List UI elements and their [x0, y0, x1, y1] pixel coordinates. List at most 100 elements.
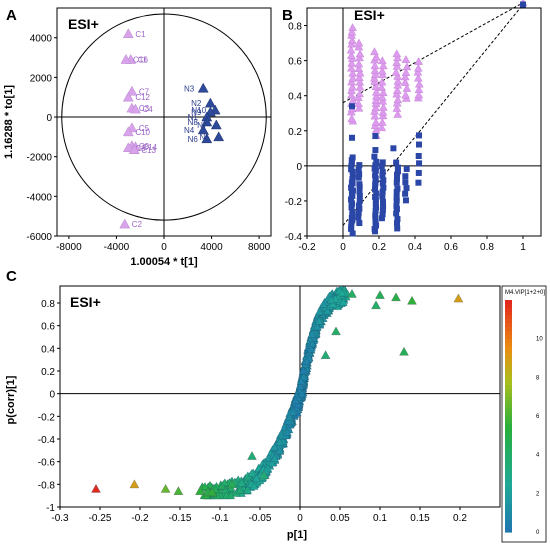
permutation-q2-point [415, 153, 422, 160]
permutation-q2-point [380, 184, 387, 191]
permutation-q2-point [390, 145, 397, 152]
sample-point [122, 126, 134, 137]
colorbar-segment [505, 346, 512, 351]
colorbar-segment [505, 385, 512, 390]
high-vip-point [375, 290, 385, 299]
permutation-q2-point [349, 154, 356, 161]
y-tick-label: 0.6 [288, 57, 302, 68]
permutation-r2-point [347, 58, 357, 67]
permutation-q2-point [379, 193, 386, 200]
permutation-r2-point [371, 82, 381, 90]
variable-point [339, 297, 348, 306]
variable-point [302, 357, 311, 365]
y-tick-label: 0 [46, 113, 52, 124]
permutation-q2-point [379, 172, 386, 179]
permutation-r2-point [414, 90, 424, 99]
permutation-r2-point [413, 73, 423, 82]
hotelling-ellipse [61, 13, 267, 221]
permutation-q2-point [393, 203, 400, 210]
x-tick-label: -8000 [56, 242, 82, 253]
sample-label: N10 [191, 106, 206, 115]
permutation-r2-point [413, 63, 423, 72]
permutation-r2-point [354, 103, 364, 112]
permutation-q2-point [371, 165, 378, 172]
x-tick-label: 0 [340, 242, 346, 253]
x-tick-label: 0.1 [373, 513, 387, 524]
colorbar-segment [505, 512, 512, 518]
variable-point [295, 381, 305, 390]
y-axis-label: 1.16288 * to[1] [3, 85, 15, 159]
colorbar-segment [505, 466, 512, 471]
permutation-q2-point [356, 198, 363, 205]
mode-label: ESI+ [70, 294, 101, 310]
permutation-q2-point [379, 168, 386, 175]
colorbar-segment [505, 516, 512, 521]
permutation-q2-point [403, 185, 410, 192]
permutation-q2-point [379, 159, 386, 166]
colorbar-tick-label: 10 [536, 337, 543, 343]
variable-point [237, 478, 246, 487]
sample-label: N7 [197, 121, 208, 130]
sample-label: N4 [184, 126, 195, 135]
colorbar-segment [505, 520, 512, 525]
sample-label: N6 [188, 135, 199, 144]
y-tick-label: 0.2 [288, 127, 302, 138]
sample-point [122, 142, 134, 153]
variable-point [293, 400, 303, 409]
sample-label: C7 [139, 87, 150, 96]
permutation-q2-point [372, 162, 379, 169]
y-tick-label: 0.4 [41, 344, 55, 355]
permutation-q2-point [403, 165, 410, 172]
colorbar-segment [505, 412, 512, 417]
sample-point [213, 131, 225, 142]
permutation-q2-point [394, 185, 401, 192]
sample-label: N1 [188, 113, 199, 122]
colorbar-segment [505, 377, 512, 382]
colorbar-segment [505, 388, 512, 394]
y-tick-label: 0 [296, 162, 302, 173]
x-tick-label: 0.15 [410, 513, 430, 524]
colorbar-segment [505, 504, 512, 510]
permutation-r2-point [377, 117, 387, 126]
sample-label: C11 [133, 56, 148, 65]
high-vip-point [129, 479, 140, 489]
permutation-q2-point [372, 186, 379, 193]
permutation-q2-point [379, 207, 386, 214]
colorbar-segment [505, 470, 512, 475]
permutation-r2-point [401, 55, 411, 63]
y-tick-label: 0.6 [41, 322, 55, 333]
sample-point [120, 54, 132, 64]
x-axis-label: p[1] [287, 529, 308, 541]
sample-label: C12 [135, 93, 150, 102]
high-vip-point [371, 300, 381, 310]
permutation-q2-point [393, 175, 400, 182]
permutation-q2-point [372, 193, 379, 200]
permutation-q2-point [393, 194, 400, 201]
colorbar-segment [505, 427, 512, 433]
colorbar-segment [505, 458, 512, 463]
permutation-r2-point [355, 68, 365, 77]
permutation-q2-point [349, 200, 356, 207]
x-tick-label: -0.1 [211, 513, 229, 524]
colorbar-segment [505, 327, 512, 332]
high-vip-point [391, 292, 401, 302]
sample-label: N8 [188, 118, 199, 127]
permutation-q2-point [393, 210, 400, 217]
permutation-q2-point [356, 162, 363, 169]
permutation-r2-point [377, 83, 386, 91]
permutation-q2-point [371, 153, 378, 160]
colorbar-segment [505, 354, 512, 359]
permutation-r2-point [414, 57, 423, 65]
permutation-q2-point [356, 181, 363, 188]
permutation-r2-point [355, 82, 365, 91]
permutation-q2-point [349, 212, 356, 219]
variable-point [288, 408, 298, 416]
colorbar-segment [505, 477, 512, 483]
sample-point [197, 82, 209, 93]
sample-point [201, 133, 213, 144]
permutation-q2-point [356, 205, 363, 212]
sample-point [122, 91, 134, 102]
permutation-q2-point [394, 216, 401, 223]
x-tick-label: 0.2 [372, 242, 386, 253]
y-tick-label: -6000 [26, 232, 52, 243]
